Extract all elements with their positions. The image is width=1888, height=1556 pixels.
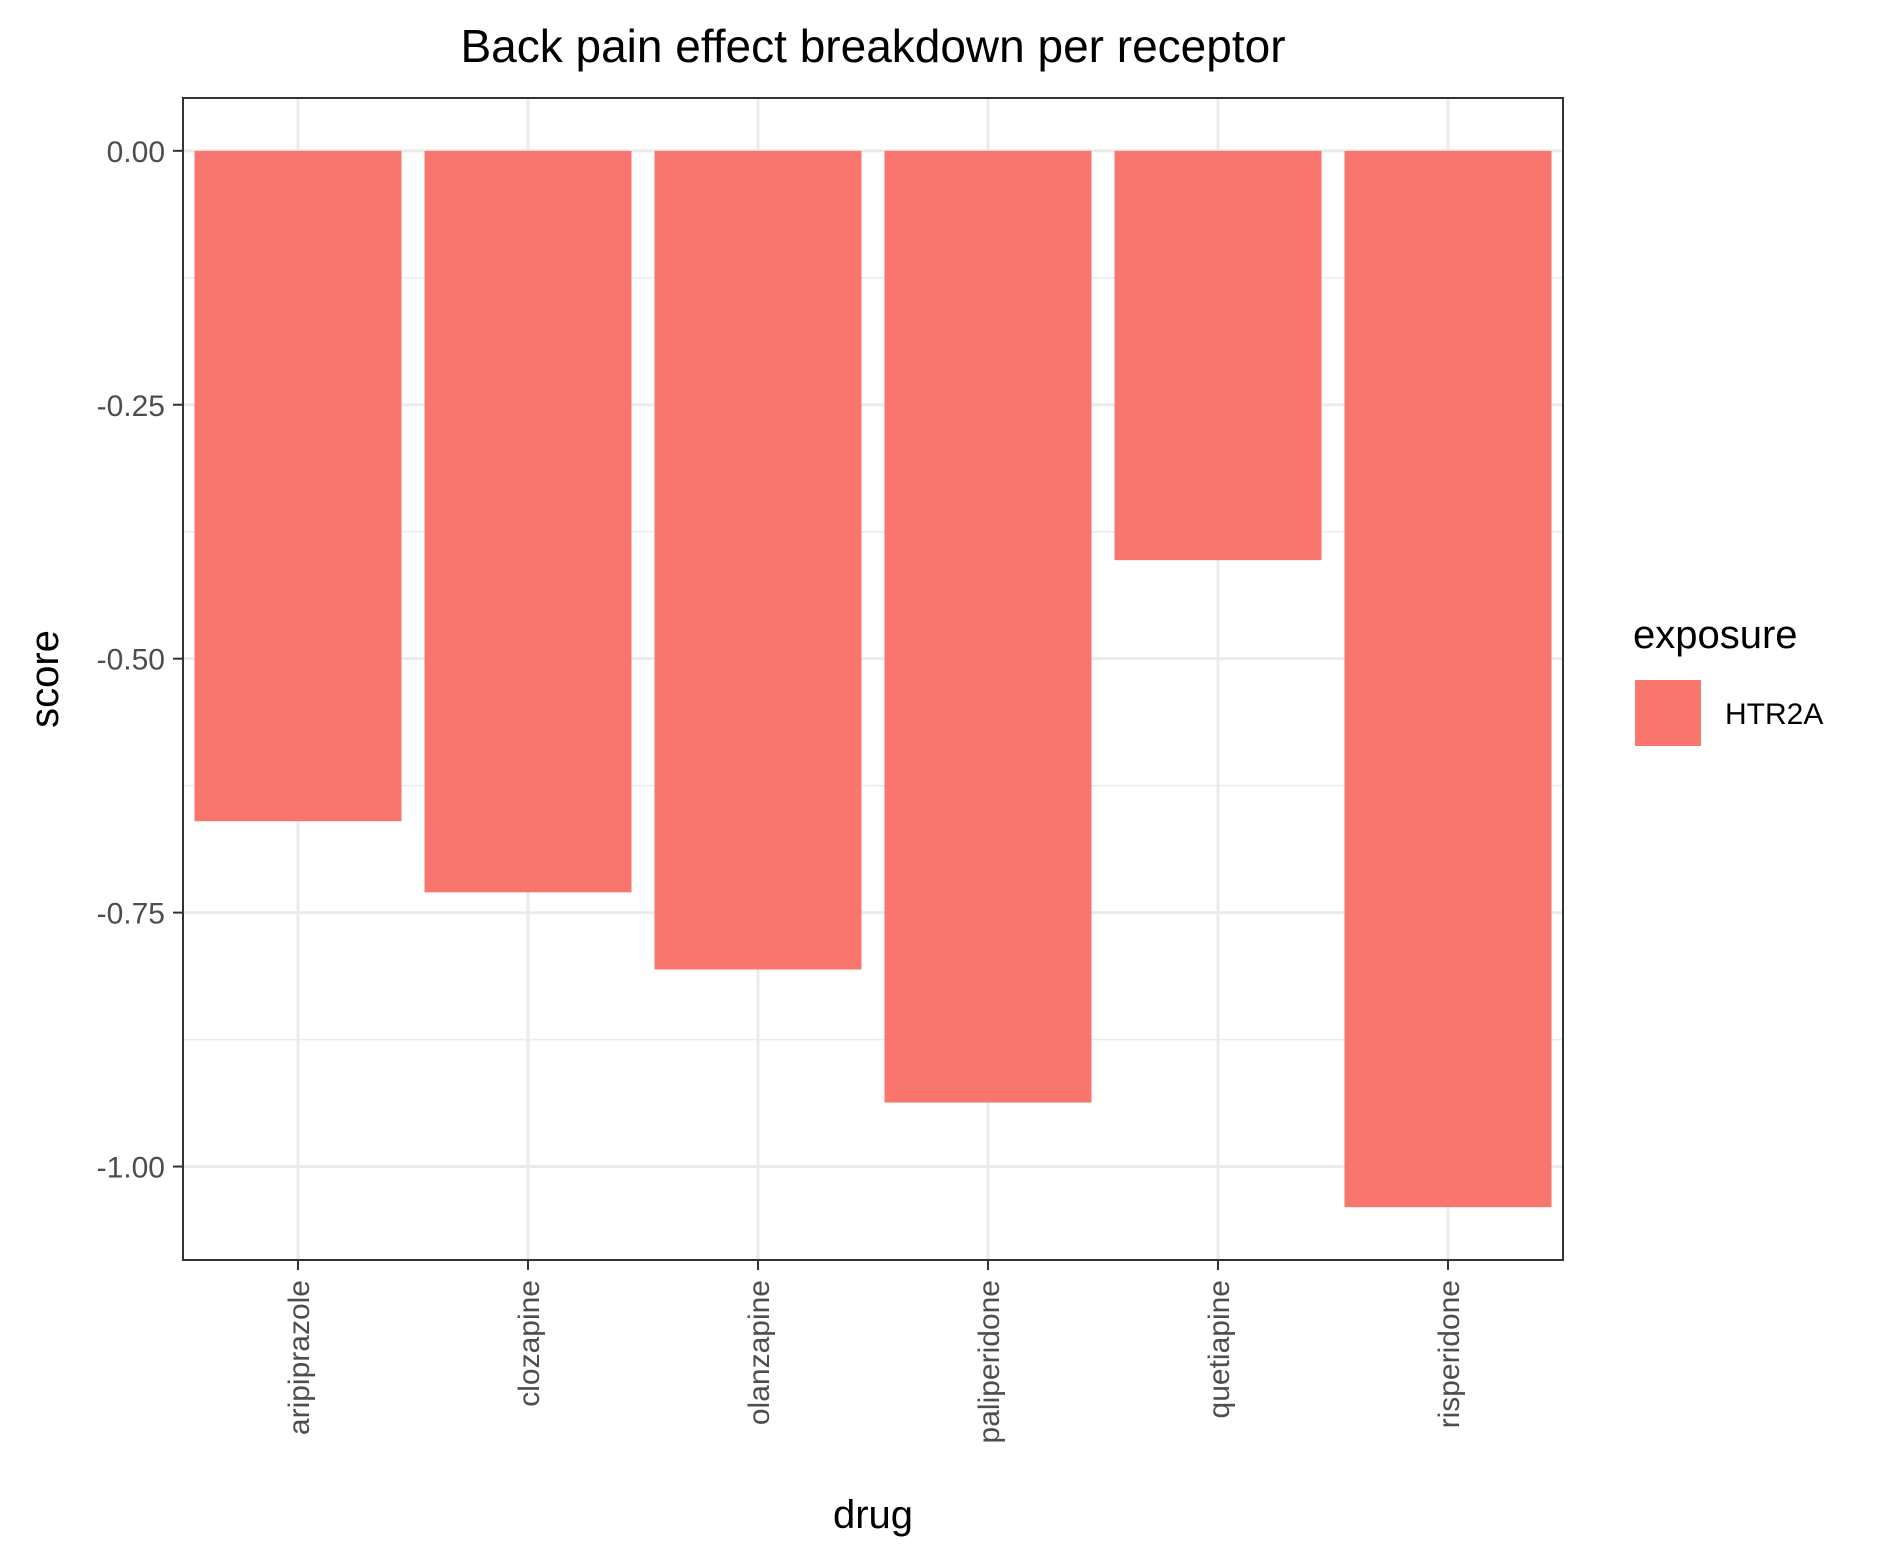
y-tick-label: 0.00 (107, 136, 165, 169)
legend-title: exposure (1633, 613, 1798, 657)
bar-olanzapine (654, 150, 862, 970)
x-tick-label-quetiapine: quetiapine (1203, 1280, 1236, 1418)
legend-label-htr2a: HTR2A (1725, 698, 1823, 731)
legend-swatch-htr2a (1635, 680, 1701, 746)
bars-layer (194, 150, 1552, 1208)
panel-border (182, 97, 1564, 1261)
x-tick-label-clozapine: clozapine (513, 1280, 546, 1407)
x-axis-title: drug (833, 1493, 913, 1537)
bar-clozapine (424, 150, 632, 893)
bar-risperidone (1344, 150, 1552, 1208)
y-tick-label: -0.75 (97, 898, 165, 931)
x-tick-label-paliperidone: paliperidone (973, 1280, 1006, 1443)
x-tick-label-olanzapine: olanzapine (743, 1280, 776, 1425)
x-axis: aripiprazole clozapine olanzapine paliperid… (283, 1260, 1466, 1443)
y-tick-label: -0.50 (97, 644, 165, 677)
bar-aripiprazole (194, 150, 402, 822)
x-tick-label-aripiprazole: aripiprazole (283, 1280, 316, 1435)
x-tick-label-risperidone: risperidone (1433, 1280, 1466, 1428)
bar-paliperidone (884, 150, 1092, 1103)
chart-title: Back pain effect breakdown per receptor (460, 20, 1285, 72)
panel-background (183, 98, 1563, 1260)
y-tick-label: -0.25 (97, 390, 165, 423)
y-axis: 0.00 -0.25 -0.50 -0.75 -1.00 (97, 136, 183, 1185)
y-tick-label: -1.00 (97, 1152, 165, 1185)
y-axis-title: score (23, 630, 67, 728)
legend: exposure HTR2A (1633, 613, 1823, 746)
bar-quetiapine (1114, 150, 1322, 561)
